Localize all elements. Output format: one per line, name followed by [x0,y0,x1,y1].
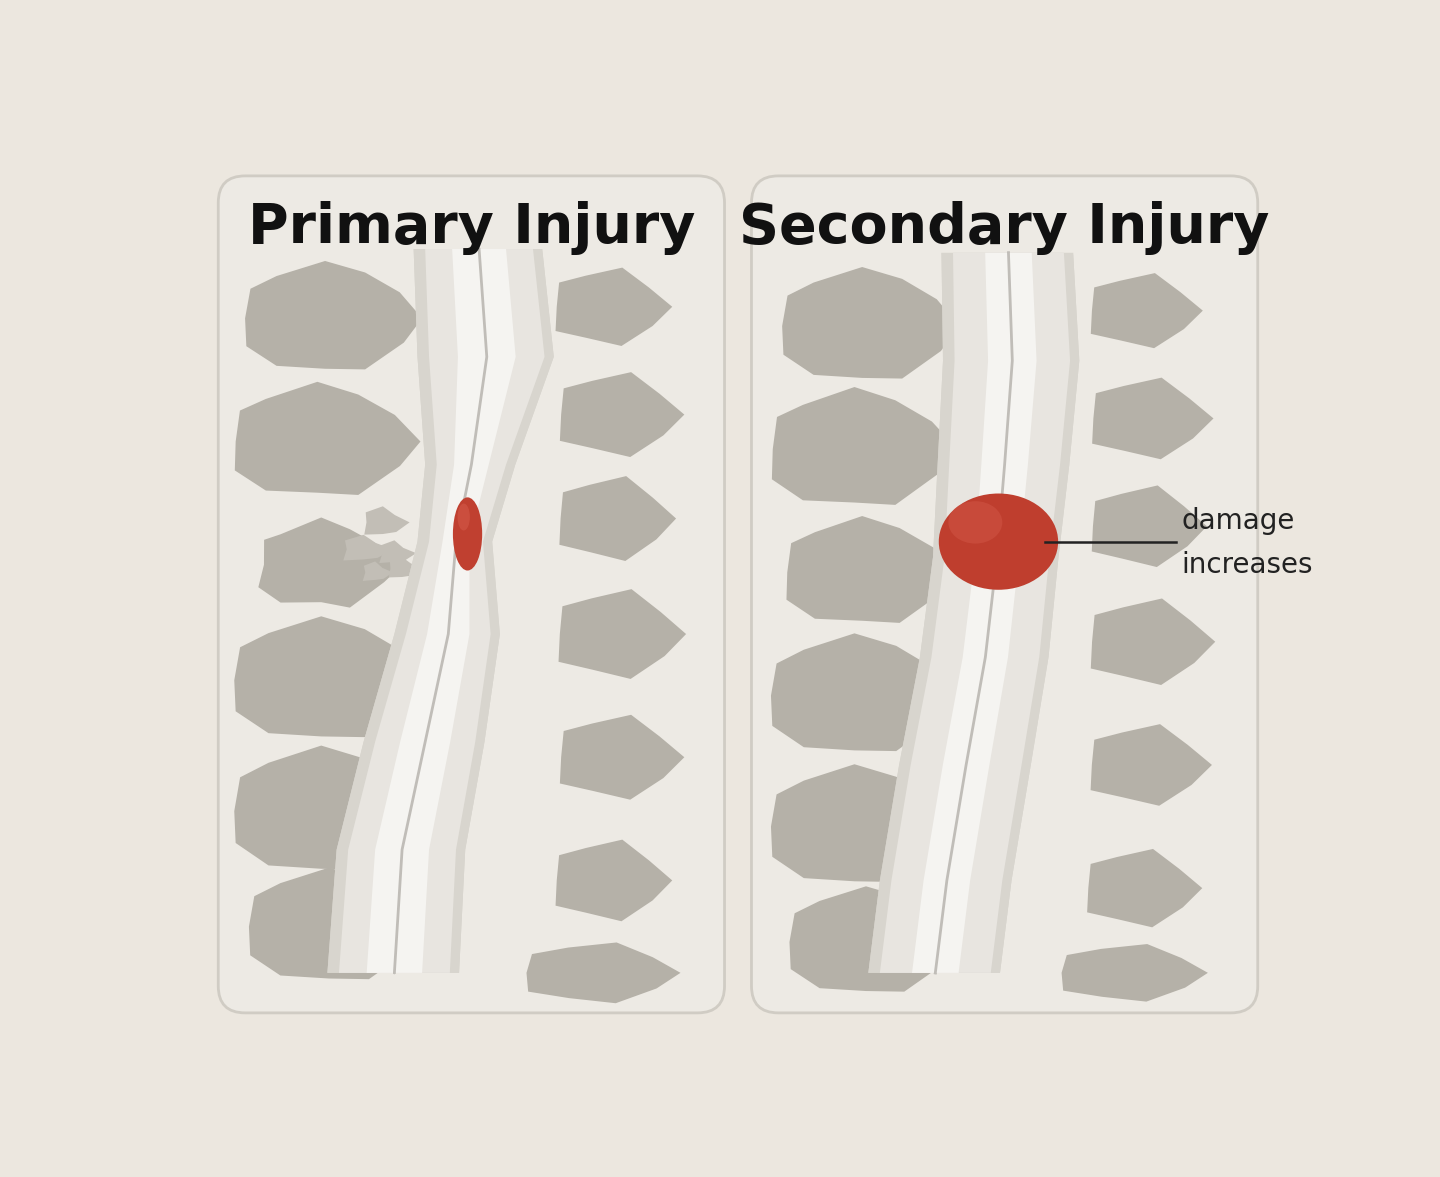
Polygon shape [338,250,544,973]
Polygon shape [1090,598,1215,685]
Polygon shape [343,534,393,560]
Polygon shape [363,561,393,581]
Polygon shape [235,745,426,870]
Polygon shape [258,518,403,607]
Polygon shape [789,886,959,992]
Text: damage: damage [1182,507,1295,536]
Polygon shape [880,253,1070,973]
Polygon shape [770,633,956,751]
Polygon shape [559,590,685,679]
Polygon shape [1092,378,1214,459]
Polygon shape [364,506,409,534]
Ellipse shape [939,493,1058,590]
Polygon shape [235,381,420,496]
Polygon shape [1087,849,1202,927]
Polygon shape [1061,944,1208,1002]
Polygon shape [1090,273,1202,348]
Polygon shape [338,250,544,973]
Polygon shape [389,557,420,578]
Polygon shape [560,714,684,799]
Polygon shape [880,253,1070,973]
Polygon shape [327,250,554,973]
Polygon shape [868,253,1080,973]
Polygon shape [245,261,422,370]
Polygon shape [235,617,426,737]
Polygon shape [1090,724,1212,806]
Polygon shape [1092,485,1207,567]
Polygon shape [770,764,956,882]
Polygon shape [379,540,416,563]
Polygon shape [367,250,516,973]
Text: Secondary Injury: Secondary Injury [739,201,1270,255]
Ellipse shape [454,498,482,571]
Polygon shape [782,267,959,379]
Polygon shape [912,253,1037,973]
Ellipse shape [949,501,1002,544]
FancyBboxPatch shape [752,175,1257,1013]
Polygon shape [249,867,426,979]
Polygon shape [912,253,1037,973]
Polygon shape [327,250,554,973]
Polygon shape [786,516,956,623]
Text: increases: increases [1182,551,1313,579]
FancyBboxPatch shape [219,175,724,1013]
Polygon shape [367,250,516,973]
Polygon shape [556,267,672,346]
Polygon shape [868,253,1080,973]
Polygon shape [559,476,677,561]
Ellipse shape [458,504,469,531]
Text: Primary Injury: Primary Injury [248,201,696,255]
Polygon shape [772,387,958,505]
Polygon shape [527,943,681,1003]
Polygon shape [556,839,672,922]
Polygon shape [560,372,684,457]
